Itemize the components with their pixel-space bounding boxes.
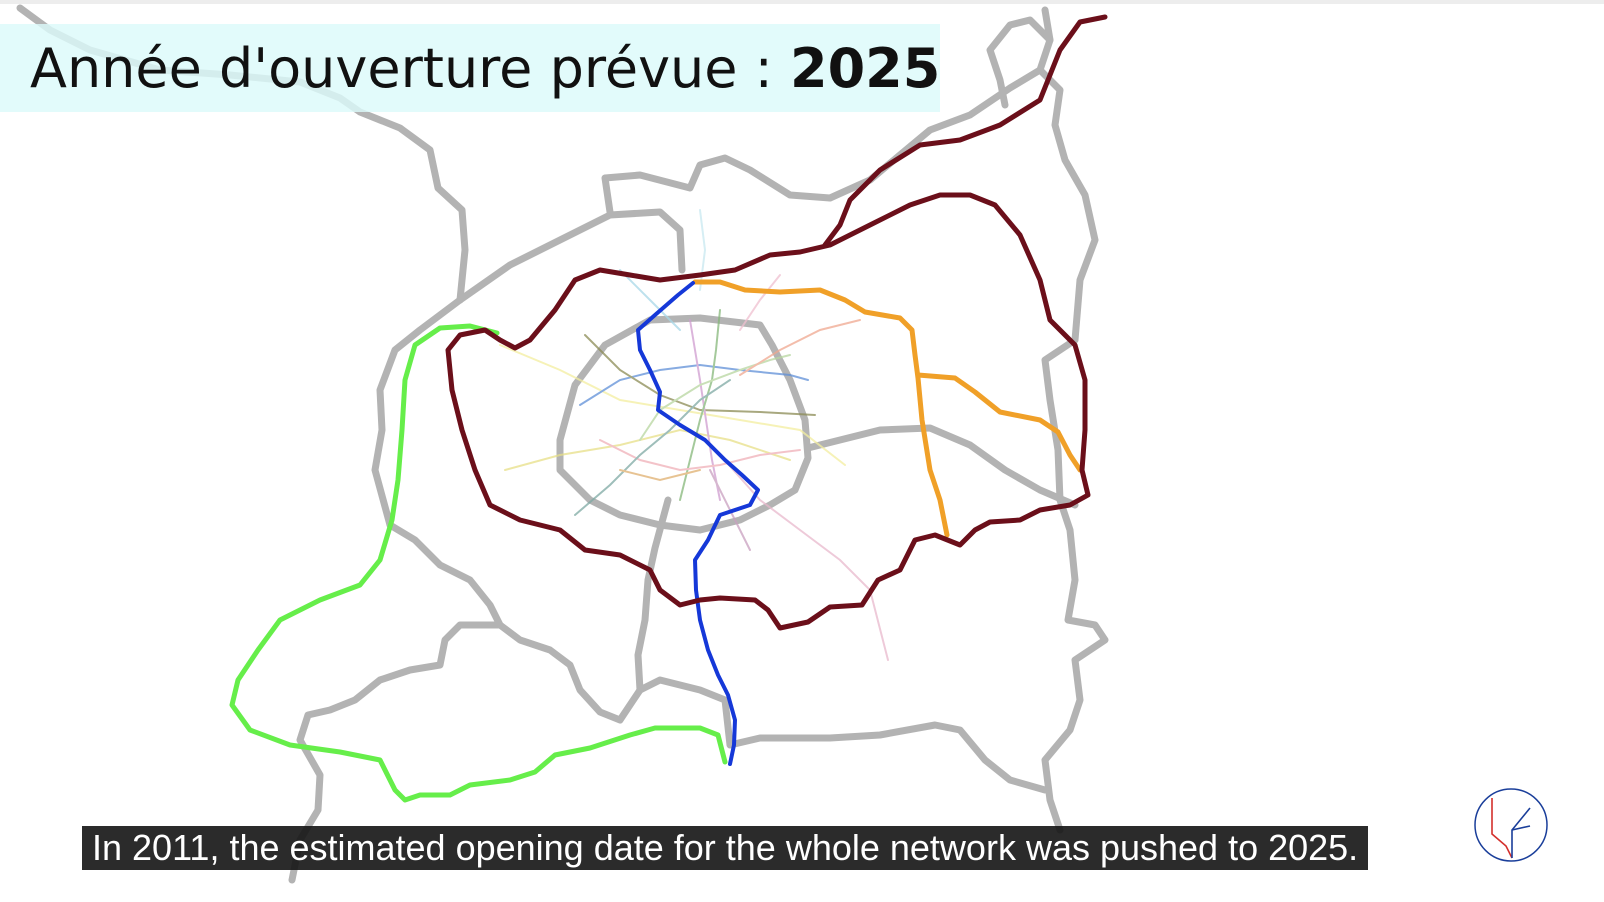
- top-border: [0, 0, 1604, 4]
- line-14: [636, 281, 760, 766]
- existing-metro-lines: [499, 209, 889, 661]
- line-18: [229, 323, 728, 803]
- department-borders: [16, 4, 1109, 884]
- title-year: 2025: [790, 37, 941, 100]
- title-label: Année d'ouverture prévue :: [30, 37, 773, 100]
- channel-logo-icon: [1474, 788, 1548, 862]
- line-15-branch: [822, 14, 1108, 248]
- line-16-17: [692, 279, 950, 538]
- subtitle-caption: In 2011, the estimated opening date for …: [82, 826, 1369, 870]
- page-title: Année d'ouverture prévue : 2025: [30, 34, 940, 104]
- line-15: [445, 192, 1091, 631]
- line-16-branch: [915, 372, 1083, 473]
- title-banner: [0, 24, 940, 112]
